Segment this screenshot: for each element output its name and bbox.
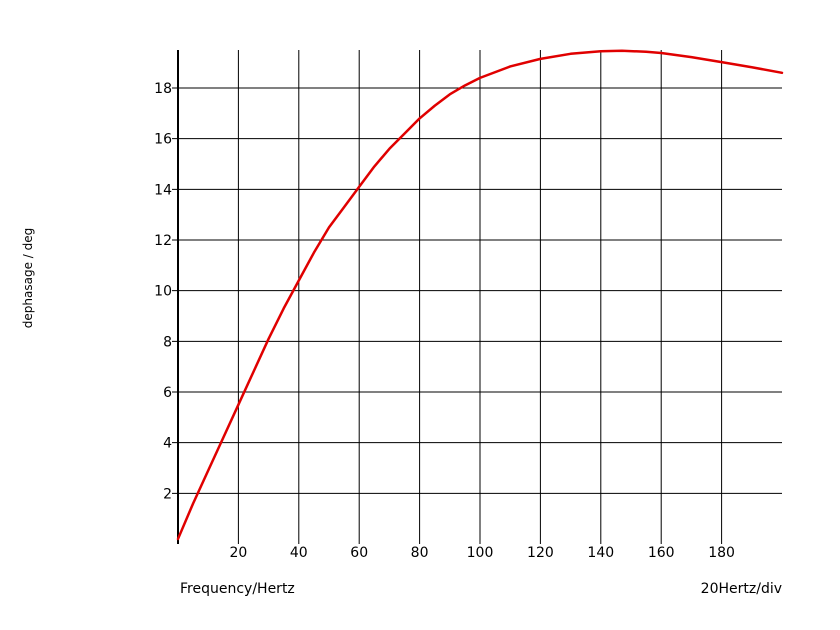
y-tick-label: 16	[154, 132, 172, 148]
y-tick-label: 2	[163, 486, 172, 502]
x-tick-label: 120	[527, 545, 554, 561]
y-tick-label: 14	[154, 182, 172, 198]
x-tick-label: 60	[350, 545, 368, 561]
tick-labels: 20 40 60 80 100 120 140 160 180 2 4 6 8 10 12 14 16 18	[154, 81, 735, 561]
x-tick-label: 80	[411, 545, 429, 561]
x-tick-label: 180	[708, 545, 735, 561]
x-tick-label: 140	[587, 545, 614, 561]
y-tick-label: 12	[154, 233, 172, 249]
x-axis-title: Frequency/Hertz	[180, 581, 295, 597]
grid	[172, 50, 782, 544]
x-tick-label: 160	[648, 545, 675, 561]
x-tick-label: 100	[467, 545, 494, 561]
x-tick-label: 20	[229, 545, 247, 561]
series-line	[176, 49, 784, 541]
y-tick-label: 18	[154, 81, 172, 97]
y-axis-title: dephasage / deg	[21, 228, 35, 328]
y-tick-label: 4	[163, 436, 172, 452]
x-tick-label: 40	[290, 545, 308, 561]
series-layer	[176, 49, 784, 541]
scale-label: 20Hertz/div	[701, 581, 782, 597]
y-tick-label: 8	[163, 334, 172, 350]
y-tick-label: 10	[154, 284, 172, 300]
y-tick-label: 6	[163, 385, 172, 401]
